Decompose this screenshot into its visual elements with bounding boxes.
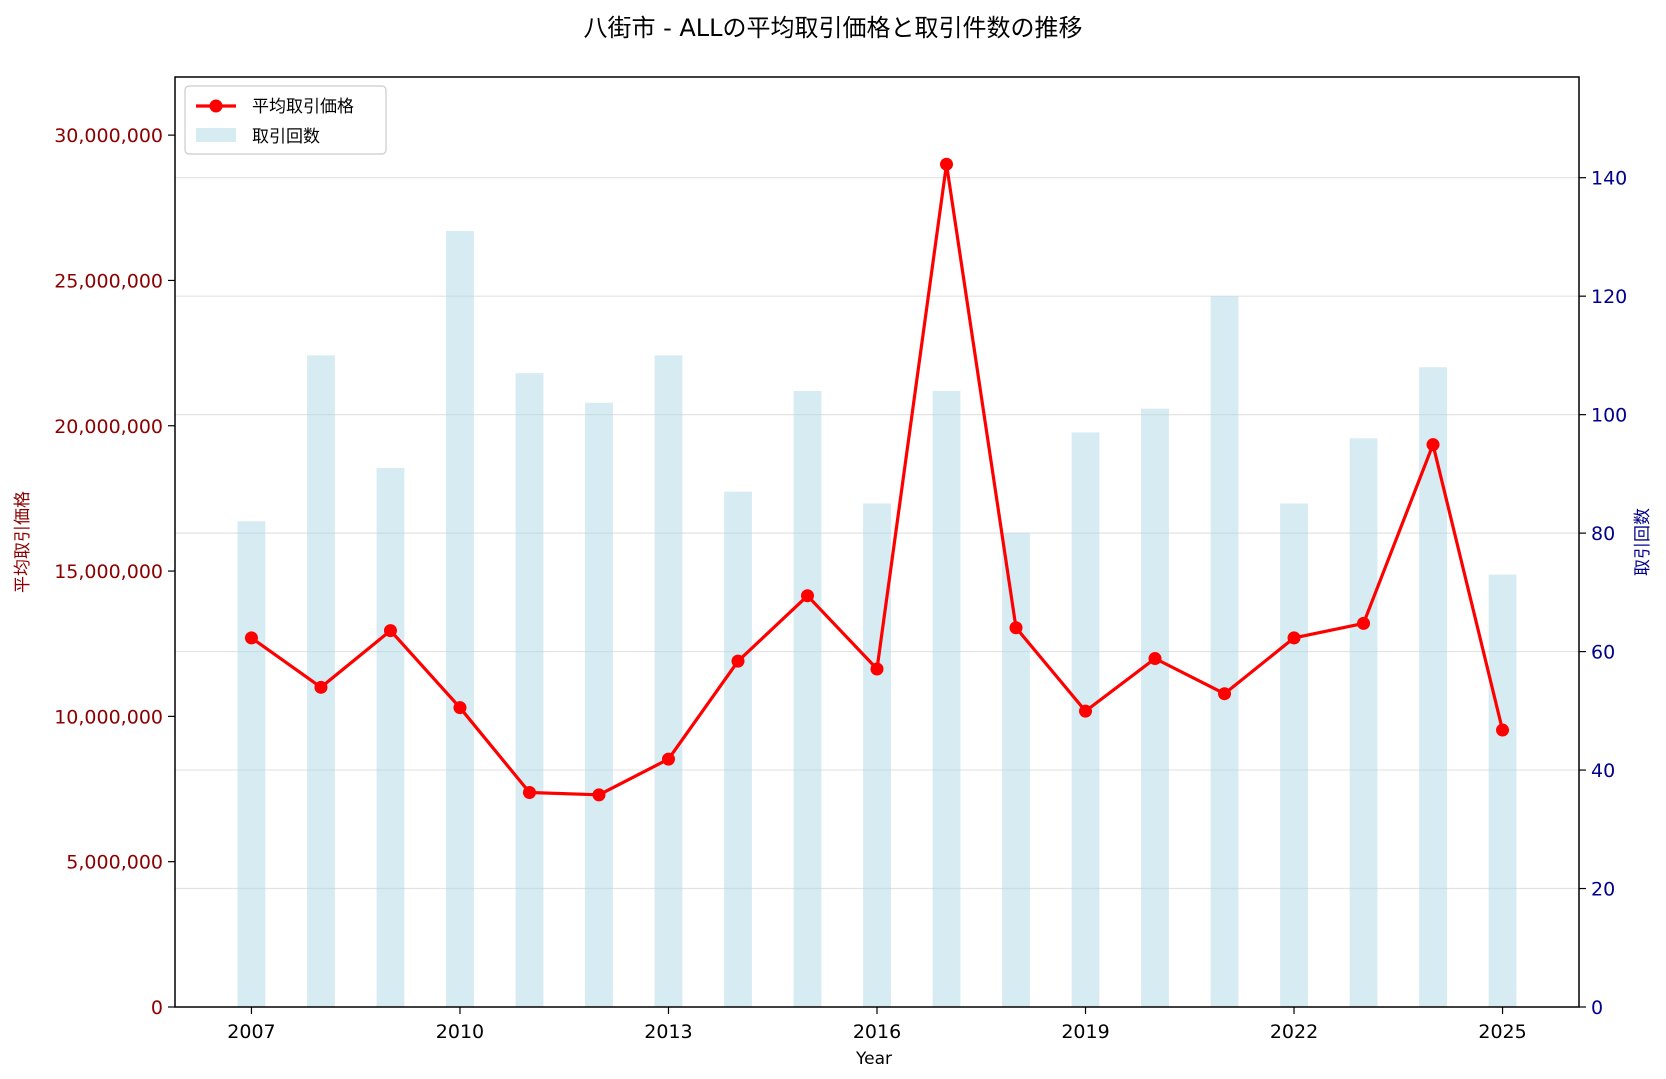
right-tick-label: 60 (1591, 642, 1615, 664)
right-tick-label: 120 (1591, 286, 1627, 308)
price-point (1218, 687, 1232, 701)
left-tick-label: 25,000,000 (54, 270, 163, 292)
left-tick-label: 10,000,000 (54, 706, 163, 728)
x-tick-label: 2022 (1270, 1021, 1318, 1043)
bar (1071, 432, 1100, 1007)
price-point (1426, 438, 1440, 452)
chart-title: 八街市 - ALLの平均取引価格と取引件数の推移 (583, 14, 1082, 42)
x-axis-ticks: 2007 2010 2013 2016 2019 2022 2025 (227, 1007, 1527, 1043)
left-tick-label: 5,000,000 (66, 852, 163, 874)
price-point (244, 631, 258, 645)
price-point (1079, 704, 1093, 718)
price-point (661, 752, 675, 766)
bar (446, 231, 474, 1007)
price-point (1357, 616, 1371, 630)
left-tick-label: 0 (151, 997, 163, 1019)
bar (1210, 296, 1239, 1007)
bar (932, 390, 961, 1007)
left-tick-label: 30,000,000 (54, 125, 163, 147)
price-point (870, 662, 884, 676)
right-tick-label: 0 (1591, 997, 1603, 1019)
x-tick-label: 2007 (227, 1021, 275, 1043)
bar (515, 373, 544, 1007)
price-point (453, 701, 467, 715)
right-tick-label: 80 (1591, 523, 1615, 545)
right-tick-label: 20 (1591, 879, 1615, 901)
legend-line-marker (209, 99, 223, 113)
price-point (731, 654, 745, 668)
line-series (244, 157, 1510, 802)
price-point (1009, 621, 1023, 635)
x-axis-label: Year (855, 1049, 892, 1069)
bar (1002, 533, 1030, 1007)
bar (1280, 503, 1308, 1007)
right-tick-label: 100 (1591, 405, 1627, 427)
bar (237, 521, 266, 1007)
right-tick-label: 140 (1591, 168, 1627, 190)
legend-bar-swatch (196, 128, 236, 142)
bar (1349, 438, 1378, 1007)
right-tick-label: 40 (1591, 760, 1615, 782)
right-y-axis-ticks: 0 20 40 60 80 100 120 140 (1579, 168, 1627, 1019)
price-point (1496, 723, 1510, 737)
legend-label-price: 平均取引価格 (252, 97, 354, 117)
bar (724, 491, 752, 1008)
left-tick-label: 15,000,000 (54, 561, 163, 583)
price-point (522, 786, 536, 800)
price-point (592, 788, 606, 802)
left-tick-label: 20,000,000 (54, 416, 163, 438)
bar (654, 355, 683, 1007)
price-point (383, 624, 397, 638)
bar (863, 503, 891, 1007)
x-tick-label: 2019 (1061, 1021, 1109, 1043)
x-tick-label: 2010 (436, 1021, 484, 1043)
legend-label-count: 取引回数 (252, 127, 320, 147)
x-tick-label: 2025 (1478, 1021, 1526, 1043)
price-point (1148, 652, 1162, 666)
price-point (314, 680, 328, 694)
bar-series (237, 231, 1517, 1008)
left-y-axis-label: 平均取引価格 (13, 491, 33, 593)
x-tick-label: 2013 (644, 1021, 692, 1043)
price-point (800, 589, 814, 603)
price-point (1287, 631, 1301, 645)
left-y-axis-ticks: 0 5,000,000 10,000,000 15,000,000 20,000,000… (54, 125, 175, 1019)
bar (793, 390, 822, 1007)
price-point (940, 157, 954, 171)
bar (585, 402, 613, 1008)
bar (376, 467, 405, 1007)
right-y-axis-label: 取引回数 (1633, 508, 1653, 576)
bar (1419, 367, 1447, 1008)
bar (1141, 408, 1169, 1008)
bar (1488, 574, 1517, 1007)
x-tick-label: 2016 (853, 1021, 901, 1043)
